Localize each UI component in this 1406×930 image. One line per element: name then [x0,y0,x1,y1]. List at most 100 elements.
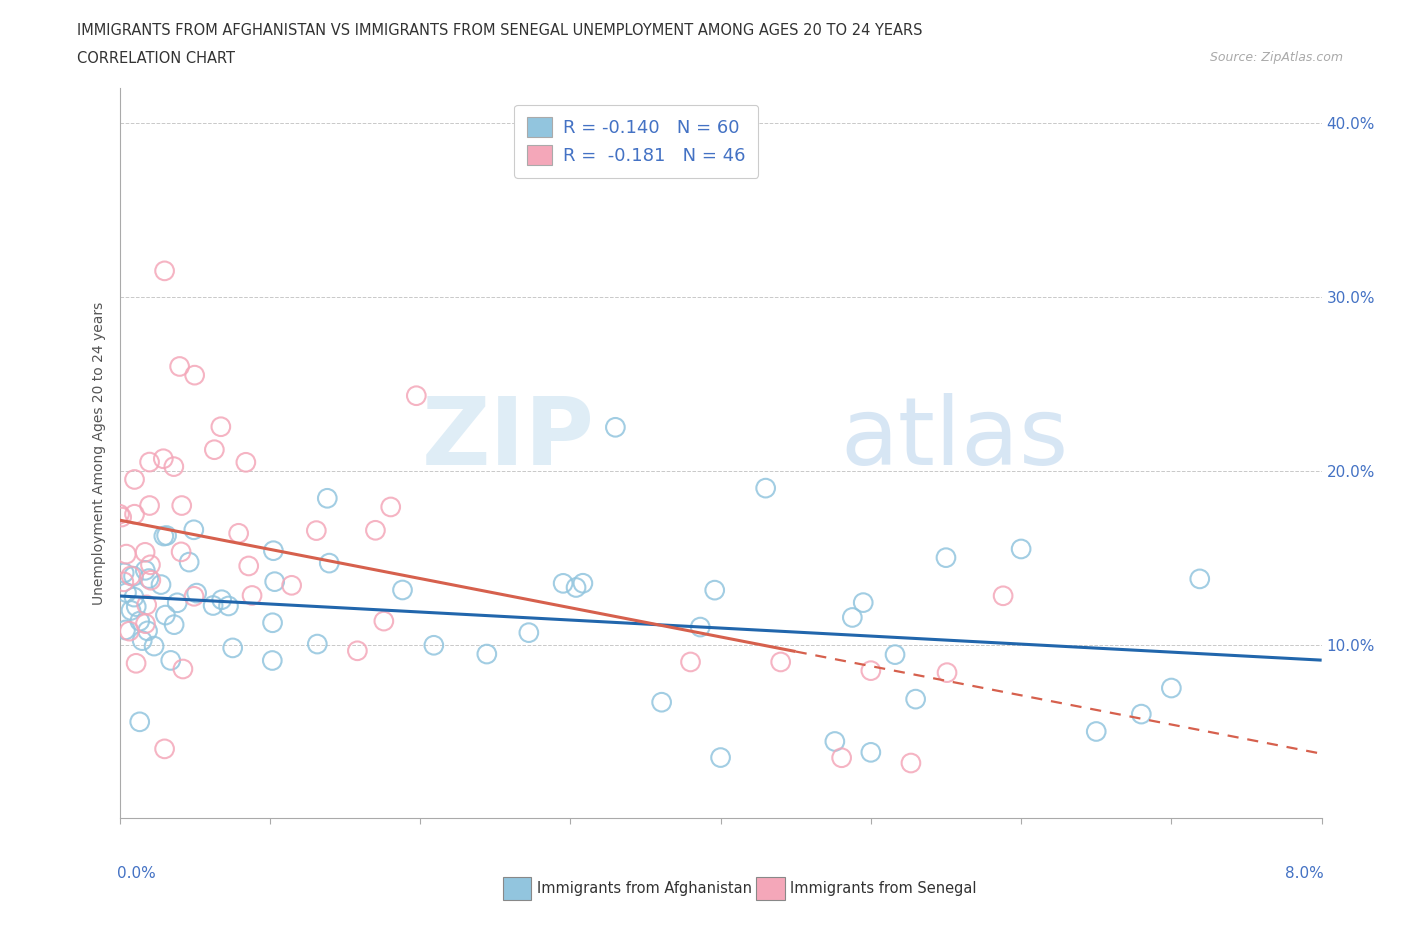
Text: 0.0%: 0.0% [117,866,156,881]
Text: ZIP: ZIP [422,392,595,485]
Point [316,491,339,506]
Point [405,388,427,403]
Point [169,359,191,374]
Point [221,641,243,656]
Point [651,695,673,710]
Point [122,590,145,604]
Point [150,578,173,592]
Point [346,644,368,658]
Text: 8.0%: 8.0% [1285,866,1324,881]
Point [228,525,250,540]
Point [218,599,240,614]
Point [852,595,875,610]
Point [859,663,882,678]
Point [904,692,927,707]
Point [380,499,402,514]
Point [125,599,148,614]
Point [155,607,177,622]
Point [318,556,340,571]
Point [115,585,138,600]
Point [475,646,498,661]
Text: CORRELATION CHART: CORRELATION CHART [77,51,235,66]
Point [124,507,146,522]
Point [114,622,136,637]
Point [115,547,138,562]
Point [134,545,156,560]
Point [159,653,181,668]
Point [553,576,575,591]
Point [517,625,540,640]
Text: atlas: atlas [841,392,1069,485]
Point [824,734,846,749]
Point [153,528,176,543]
Y-axis label: Unemployment Among Ages 20 to 24 years: Unemployment Among Ages 20 to 24 years [93,301,107,605]
Point [689,619,711,634]
Point [240,588,263,603]
Point [1010,541,1032,556]
Point [307,637,329,652]
Point [262,653,284,668]
Point [211,592,233,607]
Point [703,583,725,598]
Point [183,367,205,382]
Point [166,595,188,610]
Point [163,618,186,632]
Point [202,443,225,458]
Point [118,624,141,639]
Point [364,523,387,538]
Point [679,655,702,670]
Point [859,745,882,760]
Point [209,419,232,434]
Point [179,554,201,569]
Text: IMMIGRANTS FROM AFGHANISTAN VS IMMIGRANTS FROM SENEGAL UNEMPLOYMENT AMONG AGES 2: IMMIGRANTS FROM AFGHANISTAN VS IMMIGRANT… [77,23,922,38]
Point [202,598,225,613]
Text: Immigrants from Senegal: Immigrants from Senegal [790,881,977,896]
Point [235,455,257,470]
Text: Source: ZipAtlas.com: Source: ZipAtlas.com [1209,51,1343,64]
Point [112,575,135,590]
Point [1130,707,1153,722]
Legend: R = -0.140   N = 60, R =  -0.181   N = 46: R = -0.140 N = 60, R = -0.181 N = 46 [515,105,758,178]
Point [262,616,284,631]
Point [111,510,134,525]
Point [120,603,142,618]
Point [138,455,160,470]
Point [755,481,778,496]
Point [1085,724,1108,739]
Point [1160,681,1182,696]
Point [884,647,907,662]
Point [153,263,176,278]
Point [262,543,284,558]
Point [280,578,302,592]
Point [769,655,792,670]
Point [183,523,205,538]
Point [124,472,146,487]
Point [134,617,156,631]
Point [125,656,148,671]
Point [170,544,193,559]
Point [136,623,159,638]
Point [936,665,959,680]
Point [831,751,853,765]
Point [138,498,160,513]
Point [373,614,395,629]
Point [991,589,1014,604]
Point [565,580,588,595]
Point [152,451,174,466]
Point [605,419,627,434]
Text: Immigrants from Afghanistan: Immigrants from Afghanistan [537,881,752,896]
Point [112,565,135,580]
Point [128,714,150,729]
Point [163,459,186,474]
Point [1188,571,1211,586]
Point [172,661,194,676]
Point [186,586,208,601]
Point [900,755,922,770]
Point [131,633,153,648]
Point [120,568,142,583]
Point [139,557,162,572]
Point [238,559,260,574]
Point [122,569,145,584]
Point [135,597,157,612]
Point [183,589,205,604]
